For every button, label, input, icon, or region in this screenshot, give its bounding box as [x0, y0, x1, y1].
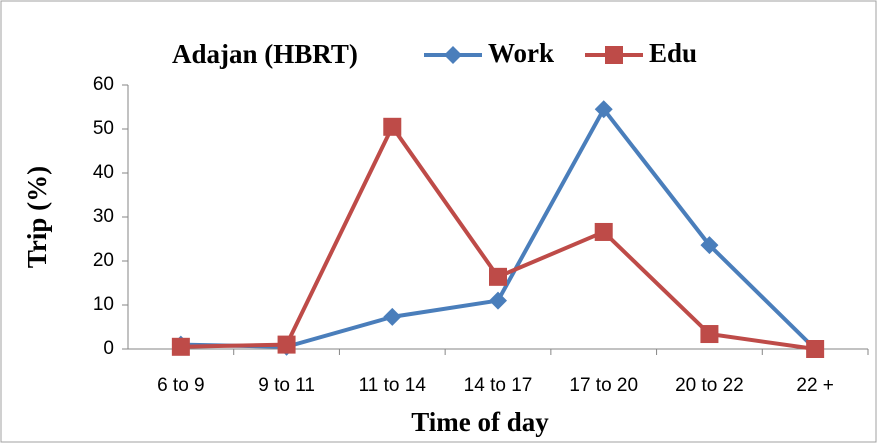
marker — [700, 236, 719, 255]
marker — [444, 46, 462, 64]
marker — [383, 307, 402, 326]
chart-title: Adajan (HBRT) — [172, 39, 358, 69]
marker — [383, 117, 402, 136]
marker — [489, 291, 507, 310]
marker — [171, 337, 190, 356]
y-tick-label: 40 — [93, 162, 114, 183]
x-tick-label: 17 to 20 — [569, 375, 638, 396]
marker — [277, 335, 296, 354]
y-tick-label: 10 — [93, 294, 114, 315]
y-axis-label: Trip (%) — [22, 166, 52, 268]
x-axis-label: Time of day — [411, 407, 549, 437]
y-tick-label: 30 — [93, 206, 114, 227]
y-tick-label: 50 — [93, 118, 114, 139]
x-tick-label: 20 to 22 — [675, 375, 744, 396]
marker — [489, 267, 507, 286]
legend-label: Work — [488, 38, 554, 68]
y-tick-label: 20 — [93, 250, 114, 271]
x-tick-label: 6 to 9 — [157, 375, 205, 396]
x-tick-label: 11 to 14 — [359, 375, 427, 396]
x-tick-label: 22 + — [796, 375, 834, 396]
y-tick-label: 0 — [103, 338, 114, 359]
x-tick-label: 9 to 11 — [258, 375, 315, 396]
y-tick-label: 60 — [93, 74, 114, 95]
marker — [594, 222, 613, 241]
x-tick-label: 14 to 17 — [464, 375, 533, 396]
legend-label: Edu — [649, 38, 697, 68]
marker — [594, 100, 613, 119]
marker — [700, 325, 719, 344]
marker — [605, 46, 623, 64]
marker — [806, 340, 825, 358]
